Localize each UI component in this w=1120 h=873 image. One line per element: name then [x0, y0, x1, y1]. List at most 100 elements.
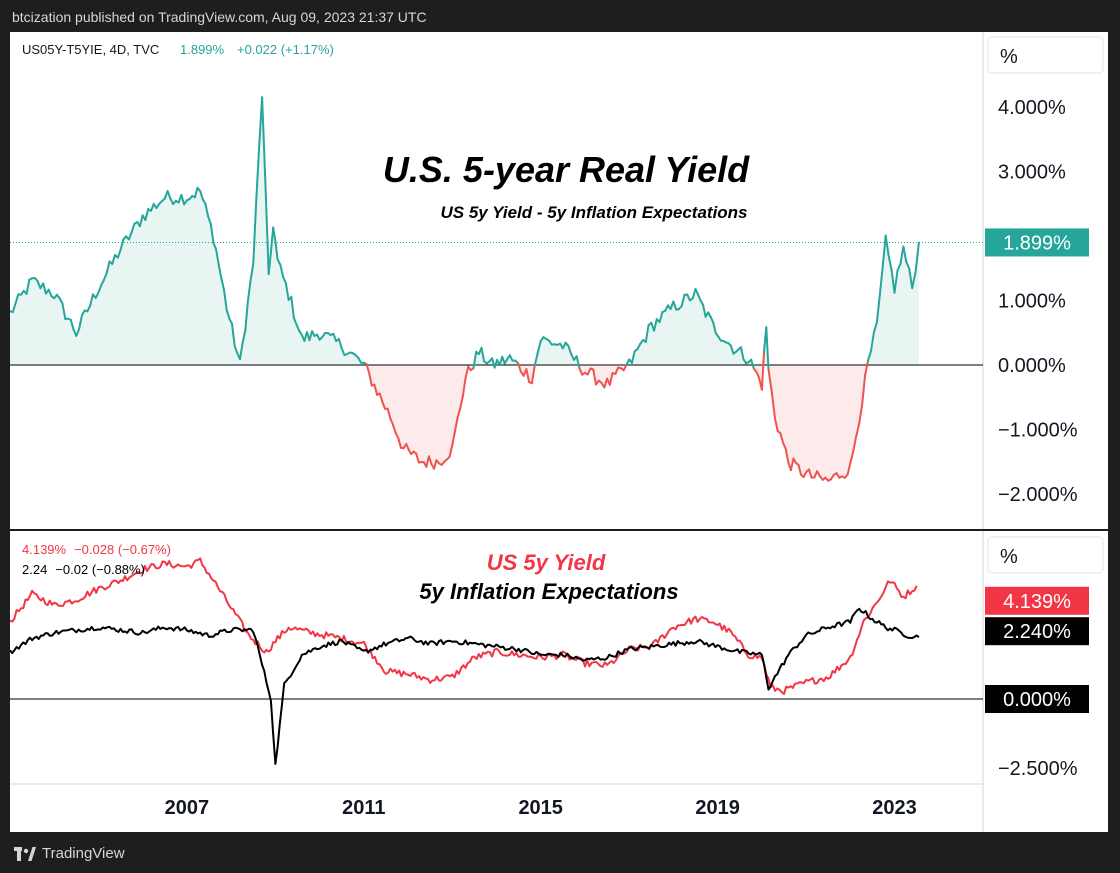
x-tick-label: 2007: [165, 797, 210, 819]
bottom-series: [10, 557, 920, 765]
bottom-price-label-bg: [985, 685, 1089, 713]
real-yield-segment: [459, 395, 464, 410]
inflation-expectations-line: [10, 607, 920, 765]
top-y-tick-label: 0.000%: [998, 355, 1066, 377]
real-yield-segment: [760, 349, 766, 391]
real-yield-segment: [702, 304, 707, 318]
real-yield-segment: [855, 422, 861, 438]
real-yield-segment: [42, 282, 47, 295]
real-yield-segment: [691, 288, 697, 300]
real-yield-segment: [867, 349, 872, 362]
real-yield-series: [10, 96, 920, 482]
real-yield-segment: [119, 238, 125, 251]
top-symbol[interactable]: US05Y-T5YIE, 4D, TVC: [22, 42, 159, 57]
real-yield-segment: [592, 368, 597, 386]
chart-canvas[interactable]: 4.000% 3.000% 1.000% 0.000% −1.000% −2.000% U…: [10, 32, 1108, 832]
footer-brand[interactable]: TradingView: [14, 845, 125, 862]
real-yield-segment: [908, 267, 914, 290]
real-yield-segment: [456, 407, 462, 419]
real-yield-segment: [78, 314, 83, 330]
real-yield-segment: [86, 304, 92, 313]
real-yield-segment: [570, 352, 575, 361]
real-yield-segment: [14, 293, 20, 305]
top-subtitle: US 5y Yield - 5y Inflation Expectations: [440, 203, 747, 222]
real-yield-segment: [533, 351, 539, 367]
real-yield-segment: [784, 447, 790, 464]
footer-brand-text: TradingView: [42, 845, 125, 862]
real-yield-segment: [365, 363, 371, 374]
real-yield-segment: [849, 450, 855, 465]
top-scale-unit-button[interactable]: [987, 36, 1104, 74]
real-yield-segment: [100, 278, 105, 287]
x-tick-label: 2011: [342, 797, 385, 819]
real-yield-segment: [902, 245, 908, 263]
tradingview-logo-icon: [14, 846, 36, 861]
real-yield-segment: [11, 302, 17, 314]
real-yield-segment: [207, 215, 212, 226]
real-yield-segment: [373, 383, 379, 396]
real-yield-segment: [138, 214, 144, 228]
real-yield-segment: [433, 459, 438, 470]
real-yield-segment: [150, 203, 155, 212]
real-yield-segment: [846, 462, 852, 476]
bottom-y-tick-label: −2.500%: [998, 758, 1078, 780]
real-yield-segment: [295, 323, 301, 332]
real-yield-segment: [864, 359, 869, 377]
real-yield-segment: [252, 200, 258, 265]
bottom-legend-yield[interactable]: 4.139% −0.028 (−0.67%): [22, 542, 171, 557]
real-yield-segment: [427, 455, 433, 465]
top-scale-unit: %: [1000, 46, 1018, 68]
top-y-tick-label: −2.000%: [998, 484, 1078, 506]
real-yield-segment: [740, 346, 745, 361]
real-yield-segment: [204, 203, 210, 218]
real-yield-segment: [193, 186, 199, 199]
bottom-price-label-bg: [985, 617, 1089, 646]
bottom-y-ticks: −2.500%: [998, 758, 1078, 780]
bottom-price-label-text: 2.240%: [1003, 621, 1071, 643]
real-yield-segment: [127, 231, 133, 241]
real-yield-segment: [575, 355, 581, 370]
real-yield-segment: [712, 321, 717, 334]
real-yield-segment: [878, 264, 884, 297]
real-yield-segment: [217, 264, 223, 280]
real-yield-segment: [276, 258, 282, 266]
real-yield-segment: [586, 367, 592, 376]
real-yield-segment: [694, 288, 700, 296]
real-yield-segment: [215, 248, 220, 267]
real-yield-segment: [789, 457, 795, 472]
real-yield-segment: [517, 362, 522, 373]
real-yield-segment: [729, 344, 735, 355]
chart-frame[interactable]: 4.000% 3.000% 1.000% 0.000% −1.000% −2.000% U…: [10, 32, 1108, 832]
bottom-price-label-text: 0.000%: [1003, 689, 1071, 711]
real-yield-segment: [36, 280, 42, 290]
real-yield-segment: [578, 367, 584, 376]
real-yield-segment: [767, 368, 773, 394]
top-y-tick-label: 1.000%: [998, 291, 1066, 313]
x-tick-label: 2019: [695, 797, 740, 819]
x-tick-label: 2023: [872, 797, 917, 819]
real-yield-segment: [267, 251, 272, 276]
real-yield-segment: [231, 322, 236, 347]
real-yield-segment: [451, 430, 456, 446]
bottom-legend-inflation[interactable]: 2.24 −0.02 (−0.88%): [22, 562, 145, 577]
real-yield-segment: [272, 226, 277, 243]
bottom-title-yield: US 5y Yield: [487, 550, 606, 575]
real-yield-segment: [368, 371, 373, 387]
real-yield-segment: [69, 318, 75, 331]
bottom-scale-unit-button[interactable]: [987, 536, 1104, 574]
real-yield-segment: [103, 272, 108, 281]
real-yield-segment: [269, 226, 275, 254]
top-title: U.S. 5-year Real Yield: [383, 149, 750, 190]
top-price-label: 1.899%: [985, 228, 1089, 257]
real-yield-segment: [97, 284, 103, 294]
real-yield-segment: [464, 365, 470, 380]
real-yield-segment: [130, 222, 136, 234]
real-yield-segment: [105, 260, 111, 274]
real-yield-segment: [870, 331, 875, 352]
real-yield-segment: [630, 350, 636, 364]
real-yield-segment: [472, 350, 478, 370]
real-yield-segment: [308, 330, 313, 342]
real-yield-segment: [893, 269, 899, 294]
real-yield-segment: [378, 392, 384, 403]
real-yield-segment: [887, 254, 893, 272]
